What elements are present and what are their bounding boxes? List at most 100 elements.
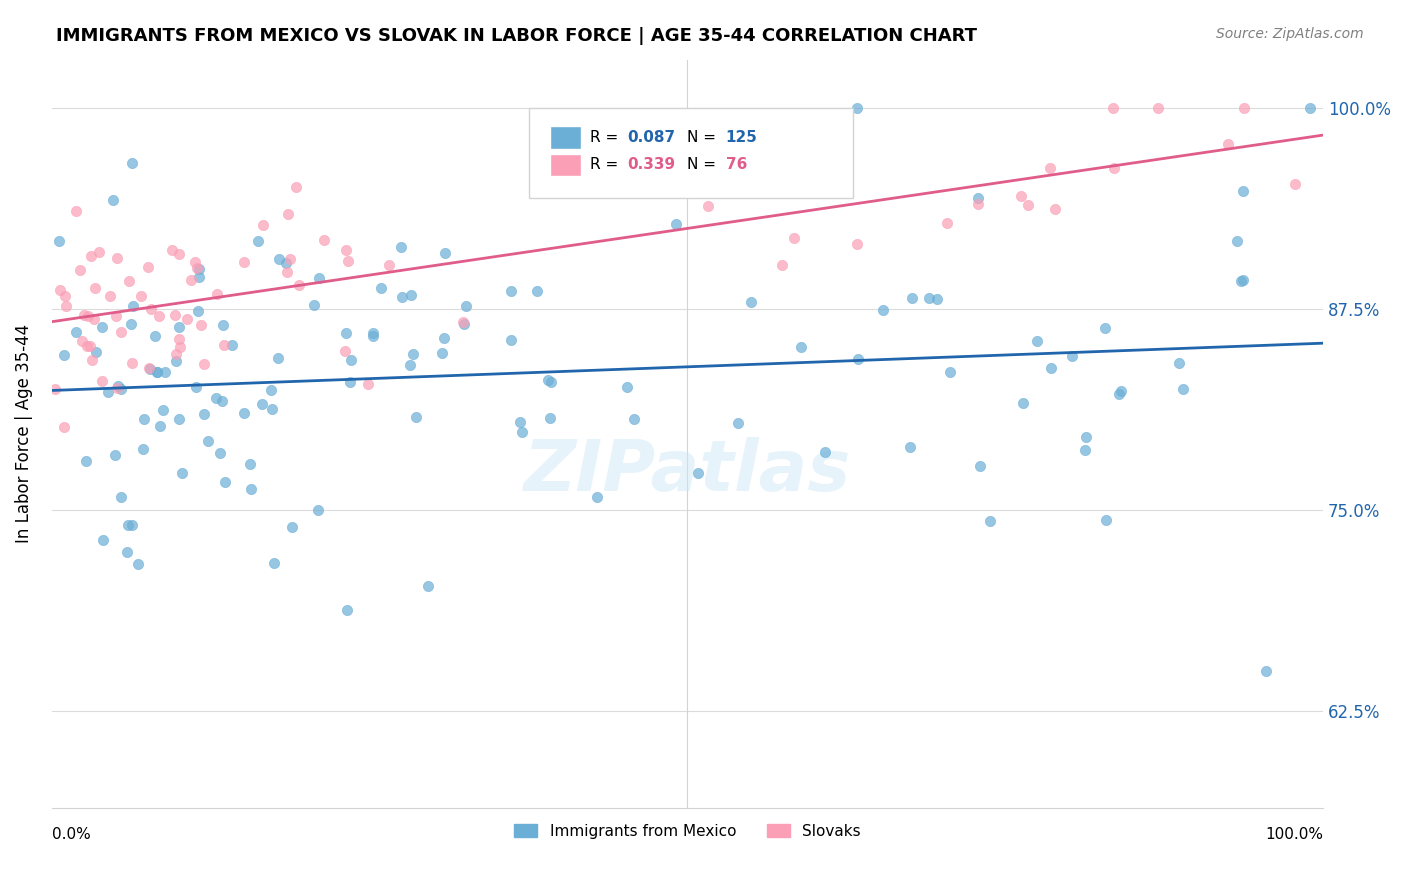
Point xyxy=(901,291,924,305)
Point xyxy=(538,410,561,425)
Point xyxy=(276,256,298,270)
Point xyxy=(1074,443,1097,458)
Point xyxy=(1147,101,1170,115)
Point xyxy=(190,318,212,332)
Point xyxy=(80,248,103,262)
Point xyxy=(623,412,645,426)
Point xyxy=(335,243,357,257)
Point xyxy=(55,299,77,313)
FancyBboxPatch shape xyxy=(529,108,852,198)
Y-axis label: In Labor Force | Age 35-44: In Labor Force | Age 35-44 xyxy=(15,324,32,543)
Point xyxy=(389,240,412,254)
Point xyxy=(361,328,384,343)
Point xyxy=(266,351,288,365)
Point xyxy=(121,356,143,370)
Point xyxy=(807,160,830,174)
Point xyxy=(510,425,533,439)
Legend: Immigrants from Mexico, Slovaks: Immigrants from Mexico, Slovaks xyxy=(509,818,866,845)
Point xyxy=(898,440,921,454)
Text: ZIPatlas: ZIPatlas xyxy=(524,436,851,506)
Point xyxy=(936,216,959,230)
Point xyxy=(91,319,114,334)
Point xyxy=(214,475,236,489)
Point xyxy=(405,410,427,425)
Point xyxy=(979,514,1001,528)
Point xyxy=(121,156,143,170)
Point xyxy=(699,146,721,161)
Point xyxy=(967,191,990,205)
Point xyxy=(162,243,184,257)
Text: N =: N = xyxy=(688,157,721,172)
Point xyxy=(846,236,869,251)
Point xyxy=(537,373,560,387)
Point xyxy=(73,308,96,322)
Point xyxy=(499,284,522,298)
Point xyxy=(145,365,167,379)
Point xyxy=(398,358,420,372)
Point xyxy=(456,299,478,313)
Point xyxy=(1232,184,1254,198)
Point xyxy=(433,331,456,345)
Point xyxy=(143,329,166,343)
Point xyxy=(250,397,273,411)
Point xyxy=(132,442,155,457)
Point xyxy=(240,482,263,496)
Point xyxy=(1218,136,1240,151)
Point xyxy=(110,490,132,504)
Point xyxy=(1095,513,1118,527)
Point xyxy=(260,383,283,397)
Point xyxy=(1076,430,1098,444)
Point xyxy=(136,260,159,274)
Point xyxy=(205,286,228,301)
Text: 100.0%: 100.0% xyxy=(1265,827,1323,842)
Point xyxy=(263,556,285,570)
Point xyxy=(70,334,93,349)
Point xyxy=(165,347,187,361)
Point xyxy=(277,207,299,221)
Point xyxy=(917,291,939,305)
Point xyxy=(247,234,270,248)
Point xyxy=(209,446,232,460)
Point xyxy=(1111,384,1133,399)
Point xyxy=(205,391,228,405)
Point xyxy=(939,365,962,379)
Point xyxy=(378,258,401,272)
Point xyxy=(357,377,380,392)
Point xyxy=(1108,387,1130,401)
Point xyxy=(184,380,207,394)
Point xyxy=(727,416,749,430)
Point xyxy=(98,289,121,303)
Point xyxy=(139,301,162,316)
Point xyxy=(152,402,174,417)
Text: R =: R = xyxy=(589,130,623,145)
Point xyxy=(665,217,688,231)
Point xyxy=(121,299,143,313)
Point xyxy=(335,603,357,617)
Point xyxy=(1094,320,1116,334)
Point xyxy=(187,304,209,318)
Point xyxy=(1230,274,1253,288)
Point xyxy=(1233,101,1256,115)
Point xyxy=(101,193,124,207)
Point xyxy=(1232,272,1254,286)
Point xyxy=(146,365,169,379)
Point xyxy=(110,325,132,339)
Point xyxy=(335,326,357,340)
Point xyxy=(211,393,233,408)
Point xyxy=(91,375,114,389)
Point xyxy=(846,352,869,367)
Point xyxy=(312,233,335,247)
Point xyxy=(361,326,384,340)
Point xyxy=(49,283,72,297)
Point xyxy=(193,357,215,371)
Point xyxy=(118,274,141,288)
Point xyxy=(1038,161,1060,175)
Point xyxy=(129,289,152,303)
Point xyxy=(69,263,91,277)
Point xyxy=(267,252,290,266)
Point xyxy=(169,340,191,354)
Point xyxy=(1173,382,1195,396)
Point xyxy=(1062,349,1084,363)
Point xyxy=(233,406,256,420)
Point xyxy=(1026,334,1049,349)
